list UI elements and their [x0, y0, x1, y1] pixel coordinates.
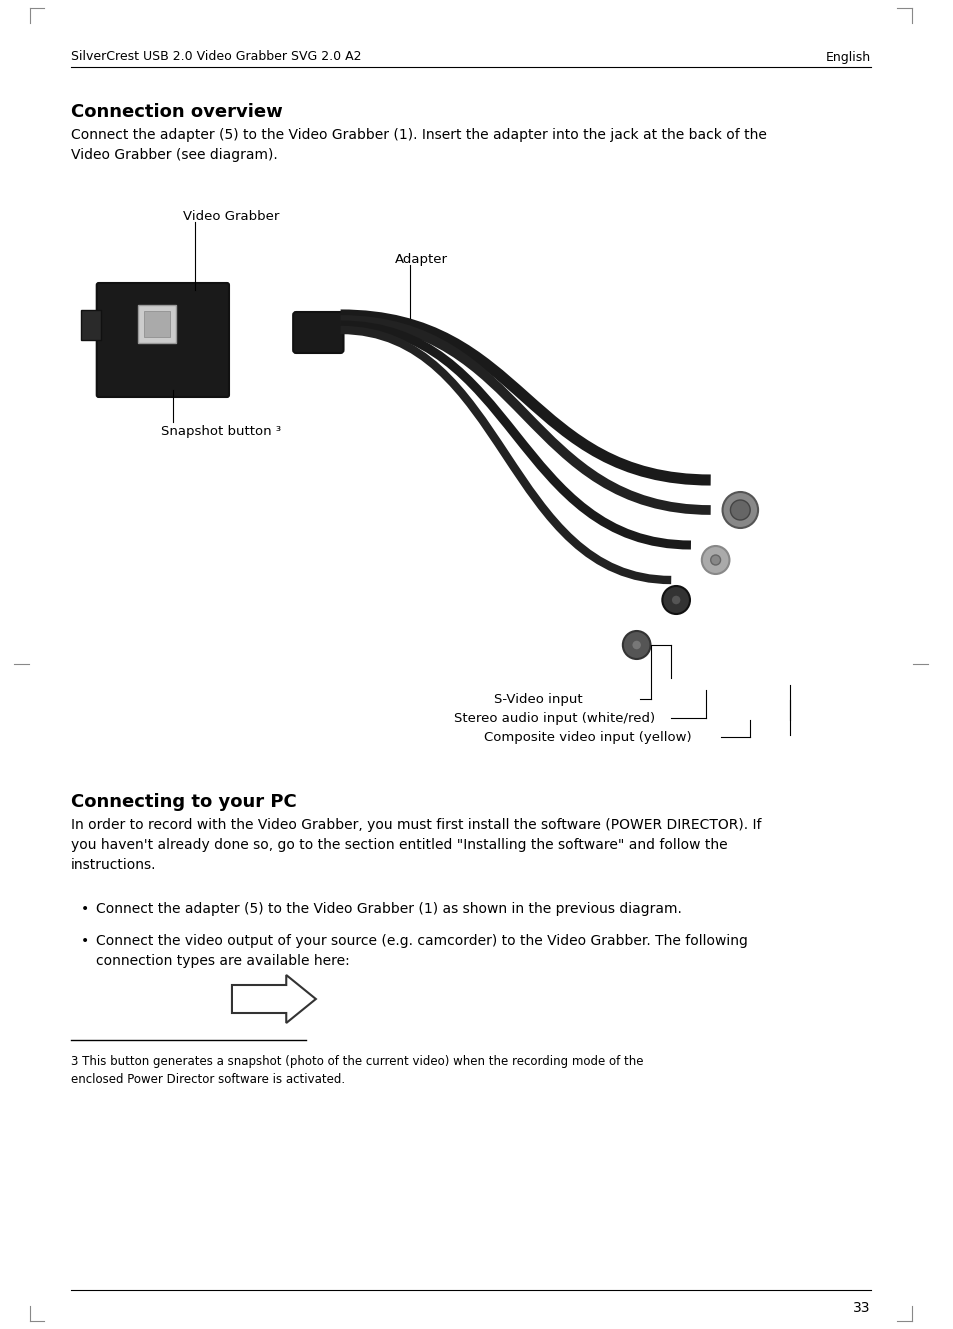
Bar — [81, 310, 101, 340]
Text: Composite video input (yellow): Composite video input (yellow) — [483, 731, 691, 744]
Circle shape — [701, 546, 729, 574]
Circle shape — [671, 595, 680, 605]
Text: Connect the adapter (5) to the Video Grabber (1) as shown in the previous diagra: Connect the adapter (5) to the Video Gra… — [95, 902, 680, 916]
Text: 33: 33 — [852, 1301, 870, 1314]
Circle shape — [710, 556, 720, 565]
Bar — [144, 311, 170, 338]
Text: SilverCrest USB 2.0 Video Grabber SVG 2.0 A2: SilverCrest USB 2.0 Video Grabber SVG 2.… — [71, 51, 361, 64]
Circle shape — [631, 641, 641, 650]
Text: Stereo audio input (white/red): Stereo audio input (white/red) — [454, 712, 655, 726]
Text: •: • — [81, 902, 89, 916]
Text: Connect the adapter (5) to the Video Grabber (1). Insert the adapter into the ja: Connect the adapter (5) to the Video Gra… — [71, 128, 766, 162]
Circle shape — [721, 492, 758, 528]
Circle shape — [622, 631, 650, 659]
Circle shape — [661, 586, 689, 614]
Text: Adapter: Adapter — [395, 253, 447, 266]
Bar — [138, 304, 175, 343]
Text: In order to record with the Video Grabber, you must first install the software (: In order to record with the Video Grabbe… — [71, 819, 760, 872]
Text: Snapshot button ³: Snapshot button ³ — [161, 425, 281, 439]
Text: Connection overview: Connection overview — [71, 104, 282, 121]
Text: Connecting to your PC: Connecting to your PC — [71, 793, 296, 811]
Text: Connect the video output of your source (e.g. camcorder) to the Video Grabber. T: Connect the video output of your source … — [95, 934, 747, 968]
FancyBboxPatch shape — [96, 283, 229, 397]
Text: S-Video input: S-Video input — [493, 692, 581, 706]
Text: English: English — [824, 51, 870, 64]
Text: •: • — [81, 934, 89, 948]
FancyBboxPatch shape — [293, 312, 343, 354]
Polygon shape — [232, 975, 315, 1023]
Text: Video Grabber: Video Grabber — [182, 210, 278, 223]
Circle shape — [730, 500, 749, 520]
Text: 3 This button generates a snapshot (photo of the current video) when the recordi: 3 This button generates a snapshot (phot… — [71, 1055, 643, 1086]
